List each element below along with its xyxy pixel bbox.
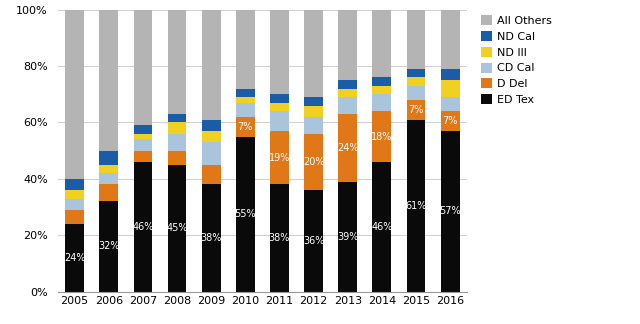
Bar: [372, 162, 391, 292]
Bar: [168, 134, 186, 151]
Text: 24%: 24%: [337, 143, 358, 153]
Bar: [134, 151, 152, 162]
Bar: [65, 179, 84, 190]
Bar: [202, 10, 221, 120]
Bar: [65, 10, 84, 179]
Bar: [339, 114, 357, 182]
Bar: [372, 10, 391, 77]
Bar: [236, 103, 255, 117]
Text: 7%: 7%: [237, 122, 253, 132]
Bar: [441, 69, 460, 80]
Bar: [406, 69, 426, 77]
Bar: [134, 134, 152, 139]
Bar: [270, 94, 289, 103]
Bar: [304, 134, 323, 190]
Text: 38%: 38%: [200, 233, 222, 243]
Bar: [99, 151, 118, 165]
Bar: [441, 131, 460, 292]
Text: 46%: 46%: [371, 222, 392, 232]
Bar: [339, 182, 357, 292]
Bar: [304, 117, 323, 134]
Text: 32%: 32%: [98, 241, 120, 251]
Bar: [372, 86, 391, 94]
Bar: [372, 77, 391, 86]
Bar: [202, 131, 221, 142]
Bar: [270, 184, 289, 292]
Bar: [304, 97, 323, 106]
Text: 36%: 36%: [303, 236, 324, 246]
Bar: [99, 165, 118, 173]
Bar: [406, 77, 426, 86]
Text: 61%: 61%: [405, 201, 427, 211]
Text: 57%: 57%: [439, 206, 461, 216]
Bar: [168, 151, 186, 165]
Bar: [406, 120, 426, 292]
Bar: [65, 190, 84, 199]
Bar: [99, 173, 118, 184]
Text: 46%: 46%: [132, 222, 154, 232]
Bar: [441, 111, 460, 131]
Text: 55%: 55%: [234, 209, 256, 219]
Bar: [236, 10, 255, 89]
Bar: [65, 224, 84, 292]
Bar: [134, 162, 152, 292]
Bar: [134, 139, 152, 151]
Bar: [168, 122, 186, 134]
Bar: [304, 10, 323, 97]
Bar: [236, 97, 255, 103]
Bar: [304, 190, 323, 292]
Bar: [65, 210, 84, 224]
Text: 45%: 45%: [166, 223, 188, 233]
Bar: [441, 80, 460, 97]
Text: 19%: 19%: [269, 153, 290, 163]
Bar: [406, 10, 426, 69]
Bar: [339, 89, 357, 97]
Bar: [339, 10, 357, 80]
Bar: [270, 10, 289, 94]
Bar: [270, 103, 289, 111]
Bar: [372, 94, 391, 111]
Text: 38%: 38%: [269, 233, 290, 243]
Bar: [202, 165, 221, 184]
Bar: [99, 202, 118, 292]
Bar: [406, 100, 426, 120]
Bar: [202, 120, 221, 131]
Text: 7%: 7%: [408, 105, 424, 115]
Text: 24%: 24%: [64, 253, 85, 263]
Bar: [99, 184, 118, 202]
Bar: [372, 111, 391, 162]
Bar: [236, 137, 255, 292]
Bar: [65, 199, 84, 210]
Bar: [304, 106, 323, 117]
Bar: [99, 10, 118, 151]
Bar: [168, 10, 186, 114]
Text: 20%: 20%: [303, 157, 324, 167]
Legend: All Others, ND Cal, ND Ill, CD Cal, D Del, ED Tex: All Others, ND Cal, ND Ill, CD Cal, D De…: [481, 15, 552, 105]
Bar: [406, 86, 426, 100]
Bar: [339, 97, 357, 114]
Text: 18%: 18%: [371, 132, 392, 142]
Bar: [236, 89, 255, 97]
Bar: [441, 10, 460, 69]
Bar: [168, 165, 186, 292]
Text: 7%: 7%: [442, 116, 458, 126]
Bar: [270, 111, 289, 131]
Bar: [202, 142, 221, 165]
Bar: [339, 80, 357, 89]
Bar: [134, 125, 152, 134]
Bar: [270, 131, 289, 184]
Bar: [202, 184, 221, 292]
Bar: [168, 114, 186, 122]
Text: 39%: 39%: [337, 232, 358, 242]
Bar: [441, 97, 460, 111]
Bar: [134, 10, 152, 125]
Bar: [236, 117, 255, 137]
